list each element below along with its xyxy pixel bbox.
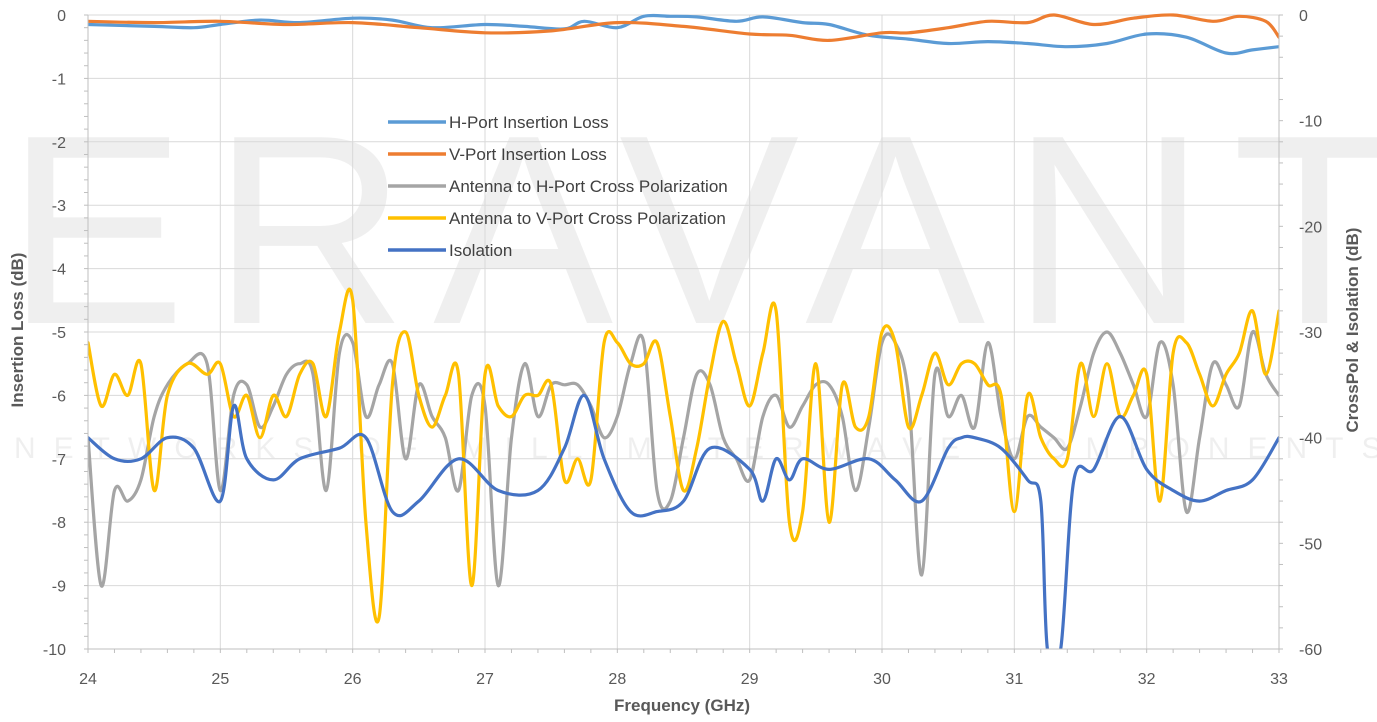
axes: 24 25 26 27 28 29 30 31 32 33 0 -1 -2 -3 -4 -5 -6 -7 -8 -9 -… bbox=[43, 8, 1322, 688]
x-tick-label: 25 bbox=[211, 671, 229, 688]
series-line-2 bbox=[88, 330, 1279, 588]
y-tick-label-left: -7 bbox=[52, 452, 66, 469]
x-tick-label: 26 bbox=[344, 671, 362, 688]
y-tick-label-left: -5 bbox=[52, 325, 66, 342]
legend: H-Port Insertion Loss V-Port Insertion Lo… bbox=[388, 113, 728, 260]
y-tick-label-right: 0 bbox=[1299, 8, 1308, 25]
series-line-0 bbox=[88, 13, 1279, 56]
y-tick-label-left: -4 bbox=[52, 262, 66, 279]
y-tick-label-right: -40 bbox=[1299, 431, 1322, 448]
series-line-3 bbox=[88, 287, 1279, 624]
x-tick-label: 27 bbox=[476, 671, 494, 688]
y-tick-label-left: -2 bbox=[52, 135, 66, 152]
legend-label: H-Port Insertion Loss bbox=[449, 113, 609, 132]
x-tick-label: 24 bbox=[79, 671, 97, 688]
y-tick-label-left: -9 bbox=[52, 579, 66, 596]
series-lines bbox=[88, 13, 1279, 649]
series-line-4 bbox=[88, 393, 1279, 649]
y-tick-label-right: -20 bbox=[1299, 219, 1322, 236]
legend-label: Isolation bbox=[449, 241, 512, 260]
watermark-logo-text: ERAVANT bbox=[6, 80, 1377, 381]
y-tick-label-right: -60 bbox=[1299, 642, 1322, 659]
y-tick-label-left: -3 bbox=[52, 198, 66, 215]
x-tick-label: 32 bbox=[1138, 671, 1156, 688]
y-axis-title-right: CrossPol & Isolation (dB) bbox=[1343, 228, 1362, 433]
watermark-logo: ERAVANT NETWORKS OF MILLIMETERWAVE COMPO… bbox=[6, 80, 1377, 465]
x-tick-label: 33 bbox=[1270, 671, 1288, 688]
legend-label: Antenna to V-Port Cross Polarization bbox=[449, 209, 726, 228]
y-axis-title-left: Insertion Loss (dB) bbox=[8, 253, 27, 408]
y-tick-label-left: -6 bbox=[52, 388, 66, 405]
y-tick-label-left: -1 bbox=[52, 71, 66, 88]
y-tick-label-left: 0 bbox=[57, 8, 66, 25]
legend-label: Antenna to H-Port Cross Polarization bbox=[449, 177, 728, 196]
x-tick-label: 29 bbox=[741, 671, 759, 688]
y-tick-label-right: -10 bbox=[1299, 114, 1322, 131]
legend-label: V-Port Insertion Loss bbox=[449, 145, 607, 164]
x-axis-title: Frequency (GHz) bbox=[614, 696, 750, 715]
x-tick-label: 28 bbox=[608, 671, 626, 688]
series-line-1 bbox=[88, 13, 1279, 43]
x-tick-label: 30 bbox=[873, 671, 891, 688]
y-tick-label-right: -50 bbox=[1299, 536, 1322, 553]
x-tick-label: 31 bbox=[1005, 671, 1023, 688]
y-tick-label-left: -10 bbox=[43, 642, 66, 659]
y-tick-label-left: -8 bbox=[52, 515, 66, 532]
y-tick-label-right: -30 bbox=[1299, 325, 1322, 342]
